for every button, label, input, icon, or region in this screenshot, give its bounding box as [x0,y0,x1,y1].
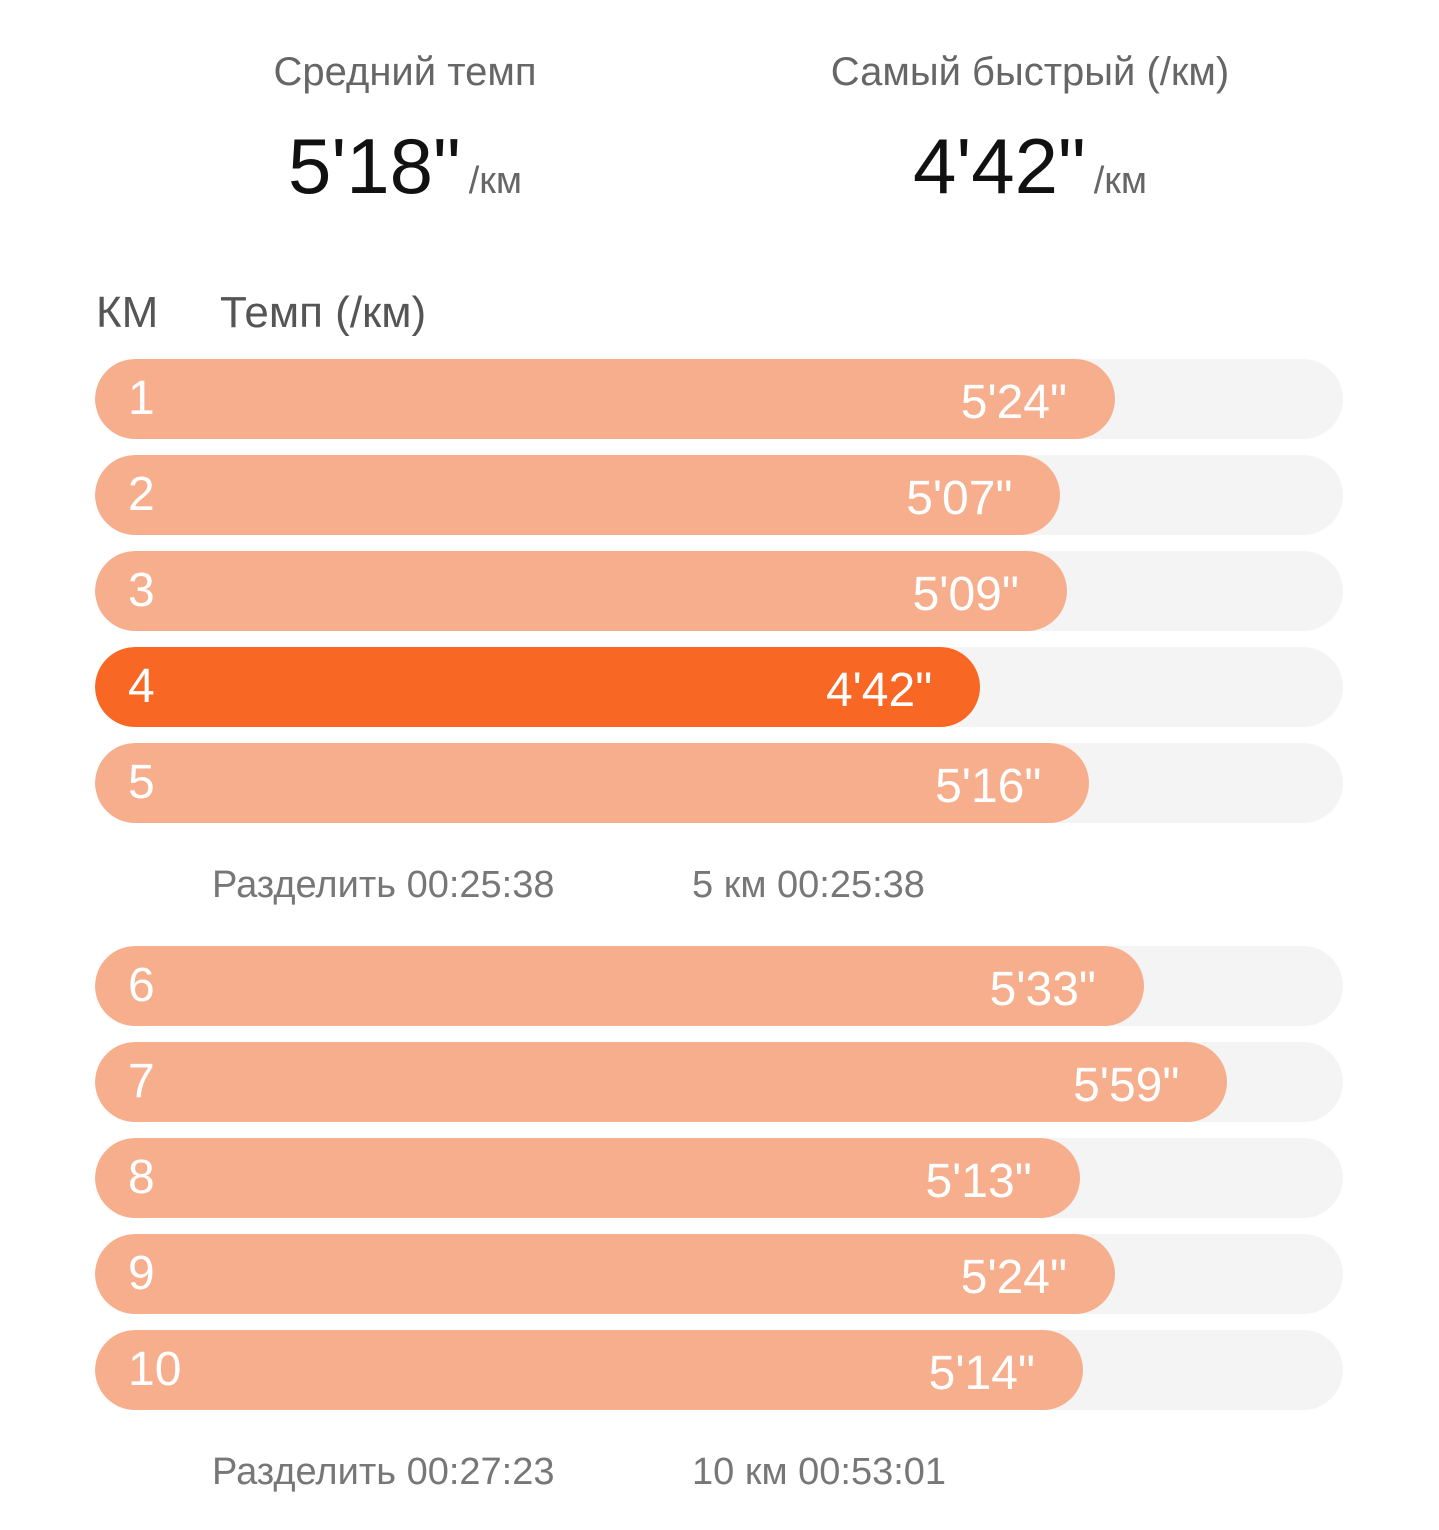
column-header-km: КМ [96,288,159,337]
split-time: Разделить 00:27:23 [212,1451,555,1493]
fastest-pace-unit: /км [1093,160,1148,202]
column-header-pace: Темп (/км) [220,288,427,337]
lap-row[interactable]: 9 5'24" [95,1234,1343,1314]
lap-pace: 5'07" [906,472,1013,525]
split-summary: Разделить 00:25:38 5 км 00:25:38 [212,860,925,910]
lap-km: 5 [128,756,155,809]
split-summary: Разделить 00:27:23 10 км 00:53:01 [212,1447,946,1497]
lap-bar [95,1330,1083,1410]
lap-pace: 4'42" [825,664,933,717]
lap-row[interactable]: 3 5'09" [95,551,1343,631]
lap-pace: 5'16" [935,760,1042,813]
lap-row[interactable]: 4 4'42" [95,647,1343,727]
lap-bar [95,946,1144,1026]
fastest-pace-value-row: 4'42"/км [760,124,1300,231]
lap-bar [95,743,1090,823]
split-time: Разделить 00:25:38 [212,864,555,906]
avg-pace-label: Средний темп [273,50,537,94]
lap-km: 6 [128,959,155,1012]
lap-km: 3 [128,564,155,617]
avg-pace-unit: /км [468,160,523,202]
lap-pace: 5'24" [960,376,1068,429]
lap-pace: 5'14" [928,1347,1035,1400]
lap-km: 2 [128,468,155,521]
lap-km: 10 [128,1343,182,1396]
split-total: 5 км 00:25:38 [692,864,925,906]
lap-bar [95,647,981,727]
lap-pace: 5'24" [960,1251,1068,1304]
lap-bar [95,359,1116,439]
lap-km: 7 [128,1055,155,1108]
lap-row[interactable]: 5 5'16" [95,743,1343,823]
fastest-pace-stat: Самый быстрый (/км) 4'42"/км [760,40,1300,231]
lap-row[interactable]: 7 5'59" [95,1042,1343,1122]
lap-km: 8 [128,1151,155,1204]
avg-pace-stat: Средний темп 5'18"/км [160,40,650,231]
lap-row[interactable]: 8 5'13" [95,1138,1343,1218]
lap-pace: 5'09" [912,568,1019,621]
lap-row[interactable]: 6 5'33" [95,946,1343,1026]
lap-km: 9 [128,1247,155,1300]
lap-row[interactable]: 1 5'24" [95,359,1343,439]
lap-bar [95,1234,1116,1314]
lap-pace: 5'59" [1073,1059,1180,1112]
lap-bar [95,551,1067,631]
lap-km: 1 [128,372,155,425]
lap-row[interactable]: 10 5'14" [95,1330,1343,1410]
avg-pace-value: 5'18" [287,122,461,210]
fastest-pace-value: 4'42" [912,122,1086,210]
lap-bar [95,455,1061,535]
table-header: КМ Темп (/км) [96,285,426,341]
fastest-pace-label: Самый быстрый (/км) [830,50,1230,94]
split-total: 10 км 00:53:01 [692,1451,947,1493]
lap-pace: 5'33" [989,963,1096,1016]
lap-pace: 5'13" [925,1155,1032,1208]
avg-pace-value-row: 5'18"/км [160,124,650,231]
lap-bar [95,1138,1080,1218]
lap-bar [95,1042,1228,1122]
lap-row[interactable]: 2 5'07" [95,455,1343,535]
lap-km: 4 [128,660,155,713]
